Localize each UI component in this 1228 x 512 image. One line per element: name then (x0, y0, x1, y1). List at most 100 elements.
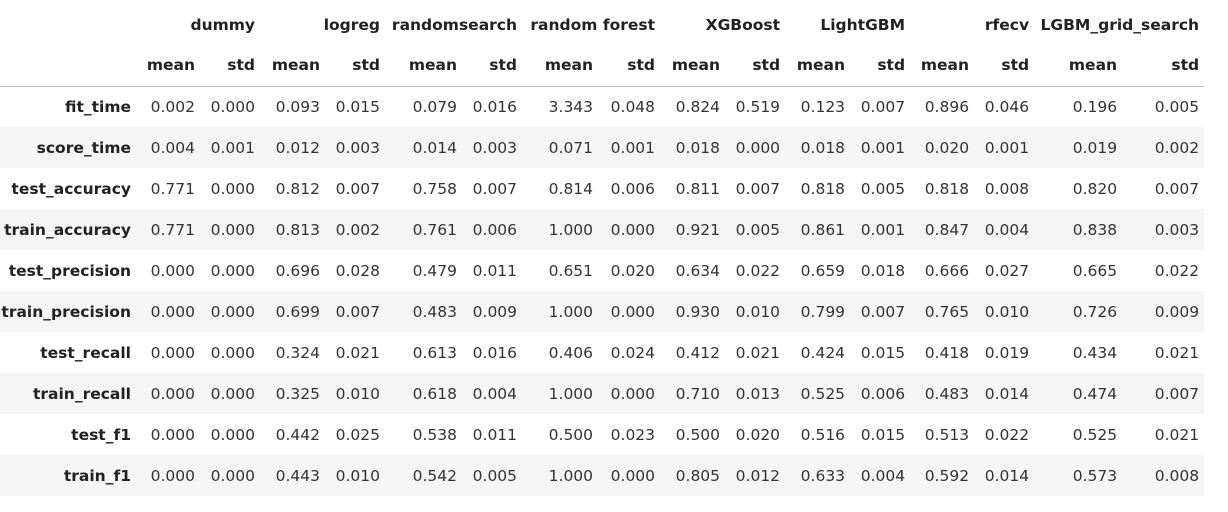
cell: 0.000 (150, 302, 195, 321)
cell: 0.020 (924, 138, 970, 157)
cell: 0.442 (275, 425, 321, 444)
cell: 0.000 (210, 466, 256, 485)
cell: 0.019 (984, 343, 1030, 362)
cell: 0.010 (335, 384, 381, 403)
cell: 0.758 (412, 179, 458, 198)
cell: 0.726 (1072, 302, 1118, 321)
stat-header: mean (140, 45, 200, 87)
cell: 0.418 (924, 343, 970, 362)
data-row: fit_time 0.002 0.000 0.093 0.015 0.079 0.016 3.… (0, 86, 1204, 127)
cell: 0.001 (210, 138, 256, 157)
cell: 0.022 (984, 425, 1030, 444)
cell: 0.665 (1072, 261, 1118, 280)
cell: 0.010 (735, 302, 781, 321)
cell: 0.538 (412, 425, 458, 444)
row-label: train_precision (1, 302, 131, 321)
cell: 0.071 (548, 138, 594, 157)
cell: 0.812 (275, 179, 321, 198)
model-header: rfecv (984, 15, 1030, 34)
cell: 0.021 (335, 343, 381, 362)
model-header: LightGBM (820, 15, 906, 34)
stat-header: mean (522, 45, 599, 87)
cell: 0.019 (1072, 138, 1118, 157)
cell: 0.896 (924, 97, 970, 116)
row-label: test_f1 (71, 425, 131, 444)
cell: 0.007 (1154, 384, 1200, 403)
cell: 0.007 (735, 179, 781, 198)
data-row: train_recall 0.000 0.000 0.325 0.010 0.618 0.0… (0, 373, 1205, 414)
stat-header: mean (910, 45, 975, 87)
cell: 0.014 (984, 384, 1030, 403)
header-row: dummy logreg randomsearch random forest XGBo… (0, 4, 1204, 45)
cell: 0.018 (675, 138, 721, 157)
cell: 0.771 (150, 179, 195, 198)
cell: 0.012 (275, 138, 321, 157)
cell: 0.000 (210, 302, 256, 321)
cell: 1.000 (548, 384, 594, 403)
model-header: logreg (323, 15, 381, 34)
data-row: test_f1 0.000 0.000 0.442 0.025 0.538 0.011 0.5… (0, 414, 1204, 455)
cell: 1.000 (548, 466, 594, 485)
cell: 0.516 (800, 425, 846, 444)
cell: 0.027 (984, 261, 1030, 280)
cell: 0.406 (548, 343, 594, 362)
data-row: train_accuracy 0.771 0.000 0.813 0.002 0.761 0… (0, 209, 1205, 250)
cell: 0.018 (800, 138, 846, 157)
cell: 0.633 (800, 466, 846, 485)
cell: 0.771 (150, 220, 195, 239)
cell: 0.002 (335, 220, 381, 239)
cell: 0.021 (735, 343, 781, 362)
cell: 0.930 (675, 302, 721, 321)
data-row: test_precision 0.000 0.000 0.696 0.028 0.479 0… (0, 250, 1204, 291)
cell: 0.006 (610, 179, 656, 198)
cell: 0.046 (984, 97, 1030, 116)
cell: 0.020 (610, 261, 656, 280)
cell: 0.000 (735, 138, 781, 157)
cell: 0.618 (412, 384, 458, 403)
cell: 0.805 (675, 466, 721, 485)
cell: 0.500 (675, 425, 721, 444)
cell: 0.000 (150, 343, 195, 362)
row-label: test_recall (40, 343, 131, 362)
cell: 0.013 (735, 384, 781, 403)
cell: 0.014 (984, 466, 1030, 485)
data-row: score_time 0.004 0.001 0.012 0.003 0.014 0.003… (0, 127, 1205, 168)
data-row: train_f1 0.000 0.000 0.443 0.010 0.542 0.005 1.… (0, 455, 1205, 496)
cell: 0.028 (335, 261, 381, 280)
stat-header: std (200, 45, 261, 87)
stat-header: mean (785, 45, 851, 87)
cell: 0.525 (800, 384, 846, 403)
stat-header: mean (660, 45, 726, 87)
stat-header: std (850, 45, 911, 87)
data-row: test_accuracy 0.771 0.000 0.812 0.007 0.758 0.… (0, 168, 1204, 209)
cell: 0.443 (275, 466, 321, 485)
cell: 0.573 (1072, 466, 1118, 485)
cell: 0.006 (472, 220, 518, 239)
cell: 0.818 (924, 179, 970, 198)
cell: 0.007 (335, 179, 381, 198)
cell: 0.015 (860, 425, 906, 444)
cell: 0.008 (1154, 466, 1200, 485)
cell: 0.479 (412, 261, 458, 280)
row-label: train_recall (32, 384, 131, 403)
cell: 0.519 (735, 97, 781, 116)
stat-header: std (325, 45, 386, 87)
cell: 0.001 (860, 220, 906, 239)
cell: 0.710 (675, 384, 721, 403)
cell: 0.483 (924, 384, 970, 403)
cell: 0.000 (150, 261, 195, 280)
cell: 0.000 (210, 425, 256, 444)
cell: 0.023 (610, 425, 656, 444)
cell: 0.424 (800, 343, 846, 362)
cell: 0.007 (860, 302, 906, 321)
cell: 0.001 (984, 138, 1030, 157)
cell: 0.500 (548, 425, 594, 444)
cell: 0.824 (675, 97, 721, 116)
cell: 0.003 (335, 138, 381, 157)
cell: 0.006 (860, 384, 906, 403)
cell: 0.005 (860, 179, 906, 198)
cell: 0.011 (472, 425, 518, 444)
stat-header: std (974, 45, 1035, 87)
cell: 0.000 (610, 302, 656, 321)
